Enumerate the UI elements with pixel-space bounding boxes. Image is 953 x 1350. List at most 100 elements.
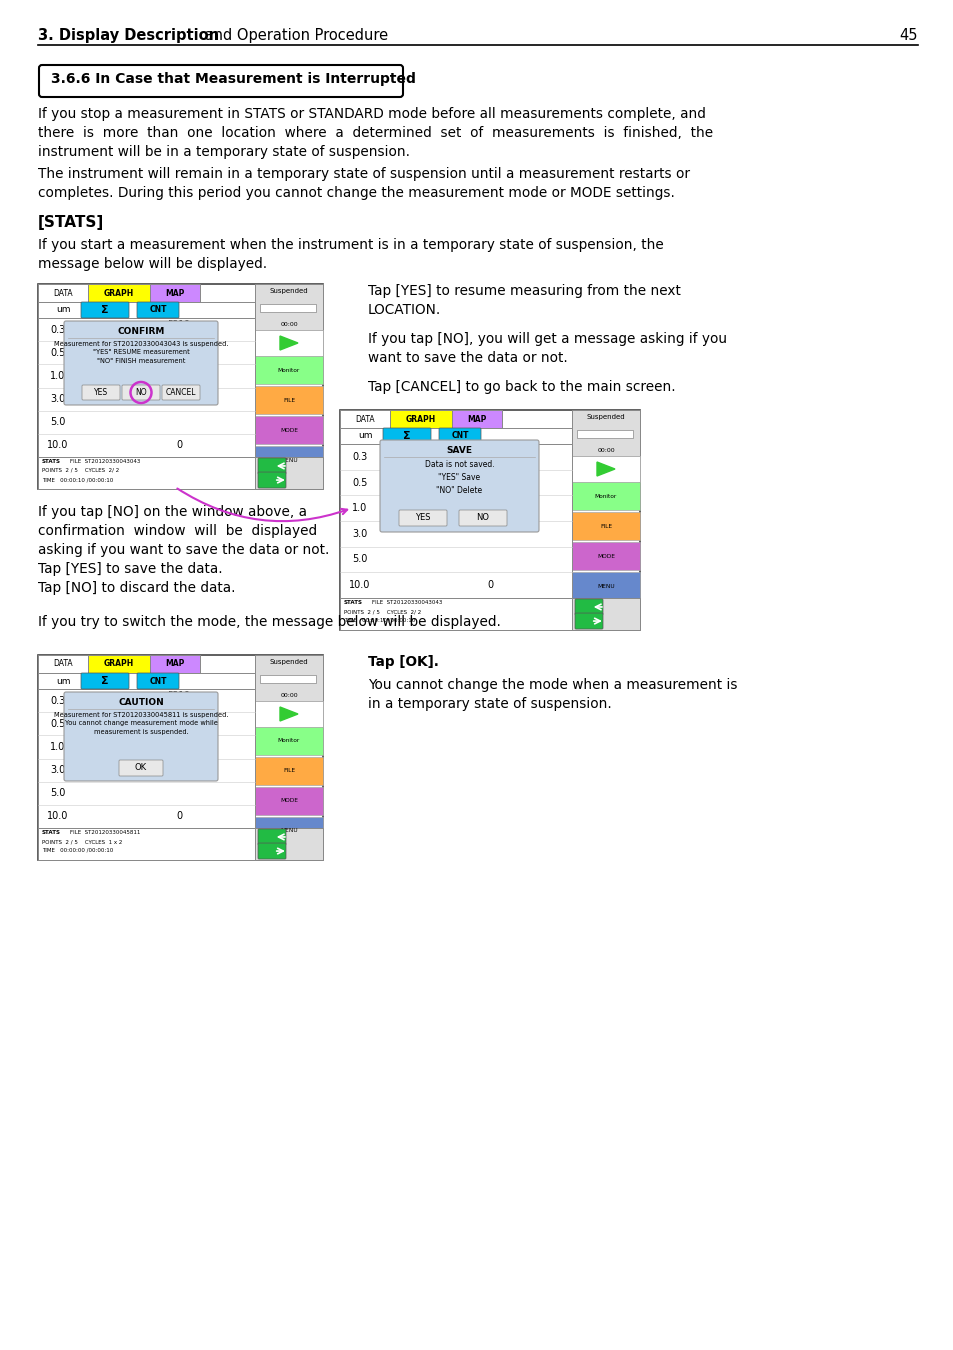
Text: Data is not saved.
"YES" Save
"NO" Delete: Data is not saved. "YES" Save "NO" Delet… xyxy=(424,460,494,495)
Text: 1.0: 1.0 xyxy=(352,504,367,513)
Polygon shape xyxy=(280,336,297,350)
FancyBboxPatch shape xyxy=(38,284,323,489)
FancyBboxPatch shape xyxy=(438,428,480,444)
FancyBboxPatch shape xyxy=(257,458,286,474)
Text: um: um xyxy=(358,432,373,440)
Text: 0.5: 0.5 xyxy=(51,348,66,358)
Text: STATS: STATS xyxy=(344,599,363,605)
FancyBboxPatch shape xyxy=(162,385,200,400)
FancyBboxPatch shape xyxy=(254,356,323,383)
Text: completes. During this period you cannot change the measurement mode or MODE set: completes. During this period you cannot… xyxy=(38,186,674,200)
FancyBboxPatch shape xyxy=(64,321,218,405)
Text: 00:00: 00:00 xyxy=(597,448,614,454)
FancyBboxPatch shape xyxy=(38,688,254,828)
FancyBboxPatch shape xyxy=(260,304,315,312)
Text: message below will be displayed.: message below will be displayed. xyxy=(38,256,267,271)
FancyBboxPatch shape xyxy=(122,385,160,400)
FancyBboxPatch shape xyxy=(137,674,179,688)
Text: CNT: CNT xyxy=(149,676,167,686)
FancyBboxPatch shape xyxy=(119,760,163,776)
FancyBboxPatch shape xyxy=(572,482,639,510)
Text: YES: YES xyxy=(415,513,431,522)
Text: asking if you want to save the data or not.: asking if you want to save the data or n… xyxy=(38,543,329,558)
Text: GRAPH: GRAPH xyxy=(405,414,436,424)
Text: [STATS]: [STATS] xyxy=(38,215,104,230)
Text: 5.0: 5.0 xyxy=(51,417,66,427)
Text: MODE: MODE xyxy=(597,554,615,559)
FancyBboxPatch shape xyxy=(575,613,602,629)
FancyBboxPatch shape xyxy=(254,701,323,728)
Text: there  is  more  than  one  location  where  a  determined  set  of  measurement: there is more than one location where a … xyxy=(38,126,713,140)
Text: LOCATION.: LOCATION. xyxy=(368,302,441,317)
FancyBboxPatch shape xyxy=(572,598,639,630)
FancyBboxPatch shape xyxy=(38,284,88,302)
Text: FILE: FILE xyxy=(599,524,612,528)
FancyBboxPatch shape xyxy=(398,510,447,526)
Text: Σ: Σ xyxy=(101,305,109,315)
FancyBboxPatch shape xyxy=(38,655,88,674)
FancyBboxPatch shape xyxy=(379,440,538,532)
Text: 00:00: 00:00 xyxy=(280,323,297,327)
Text: CNT: CNT xyxy=(451,432,468,440)
Text: CNT: CNT xyxy=(149,305,167,315)
FancyBboxPatch shape xyxy=(390,410,452,428)
Text: GRAPH: GRAPH xyxy=(104,660,134,668)
FancyBboxPatch shape xyxy=(260,675,315,683)
FancyBboxPatch shape xyxy=(38,302,254,319)
Text: FILE: FILE xyxy=(283,397,294,402)
Text: 0: 0 xyxy=(487,580,494,590)
Text: MENU: MENU xyxy=(280,458,297,463)
Text: TIME   00:00:10 /00:00:10: TIME 00:00:10 /00:00:10 xyxy=(344,618,415,622)
FancyBboxPatch shape xyxy=(88,284,150,302)
Text: DATA: DATA xyxy=(53,289,72,297)
Text: Suspended: Suspended xyxy=(586,414,624,420)
Text: MAP: MAP xyxy=(165,289,185,297)
Text: 10.0: 10.0 xyxy=(349,580,371,590)
Text: 0.5: 0.5 xyxy=(352,478,367,487)
Text: STATS: STATS xyxy=(42,830,61,836)
Text: POINTS  2 / 5    CYCLES  1 x 2: POINTS 2 / 5 CYCLES 1 x 2 xyxy=(42,838,122,844)
Text: 0.3: 0.3 xyxy=(51,324,66,335)
Text: instrument will be in a temporary state of suspension.: instrument will be in a temporary state … xyxy=(38,144,410,159)
FancyBboxPatch shape xyxy=(254,757,323,784)
Text: You cannot change the mode when a measurement is: You cannot change the mode when a measur… xyxy=(368,678,737,693)
Text: FILE  ST20120330043043: FILE ST20120330043043 xyxy=(372,599,442,605)
FancyBboxPatch shape xyxy=(254,446,323,474)
Text: 3.0: 3.0 xyxy=(352,529,367,539)
Text: and Operation Procedure: and Operation Procedure xyxy=(200,28,388,43)
Text: confirmation  window  will  be  displayed: confirmation window will be displayed xyxy=(38,524,316,539)
FancyBboxPatch shape xyxy=(339,444,572,598)
Text: 00:00: 00:00 xyxy=(280,693,297,698)
Text: 10.0: 10.0 xyxy=(48,811,69,821)
Text: OK: OK xyxy=(134,764,147,772)
Text: in a temporary state of suspension.: in a temporary state of suspension. xyxy=(368,697,611,711)
Text: 3.0: 3.0 xyxy=(51,394,66,404)
Text: DATA: DATA xyxy=(355,414,375,424)
FancyBboxPatch shape xyxy=(82,385,120,400)
FancyBboxPatch shape xyxy=(339,410,390,428)
FancyBboxPatch shape xyxy=(254,458,323,489)
Text: MAP: MAP xyxy=(165,660,185,668)
Polygon shape xyxy=(597,462,615,477)
Text: Tap [CANCEL] to go back to the main screen.: Tap [CANCEL] to go back to the main scre… xyxy=(368,379,675,394)
Text: YES: YES xyxy=(93,387,108,397)
FancyBboxPatch shape xyxy=(39,65,402,97)
Text: Tap [YES] to resume measuring from the next: Tap [YES] to resume measuring from the n… xyxy=(368,284,680,298)
Text: If you tap [NO], you will get a message asking if you: If you tap [NO], you will get a message … xyxy=(368,332,726,346)
Text: FILE  ST20120330043043: FILE ST20120330043043 xyxy=(70,459,140,464)
Text: Tap [YES] to save the data.: Tap [YES] to save the data. xyxy=(38,562,222,576)
Text: FILE: FILE xyxy=(283,768,294,774)
Text: MAP: MAP xyxy=(467,414,486,424)
FancyBboxPatch shape xyxy=(575,599,602,616)
FancyBboxPatch shape xyxy=(254,416,323,444)
Text: 5.0: 5.0 xyxy=(352,555,367,564)
Text: Σ: Σ xyxy=(403,431,411,441)
Text: MENU: MENU xyxy=(280,829,297,833)
Text: 3. Display Description: 3. Display Description xyxy=(38,28,219,43)
FancyBboxPatch shape xyxy=(572,572,639,599)
Text: CAUTION: CAUTION xyxy=(118,698,164,707)
FancyBboxPatch shape xyxy=(254,386,323,414)
Text: If you tap [NO] on the window above, a: If you tap [NO] on the window above, a xyxy=(38,505,307,518)
FancyBboxPatch shape xyxy=(88,655,150,674)
FancyBboxPatch shape xyxy=(257,842,286,859)
